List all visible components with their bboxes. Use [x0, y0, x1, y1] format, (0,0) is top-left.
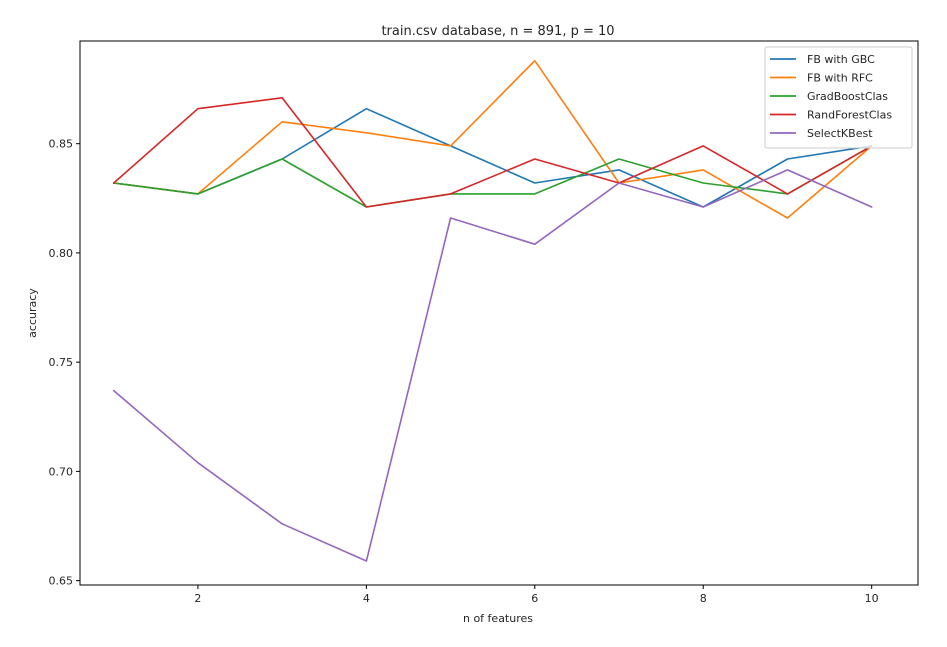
y-tick-label: 0.70: [49, 465, 74, 478]
y-axis-ticks: 0.65 0.70 0.75 0.80 0.85: [49, 138, 80, 588]
legend-label: FB with RFC: [807, 72, 873, 85]
series-line-randforestclas: [112, 97, 873, 208]
x-tick-label: 4: [363, 592, 370, 605]
legend-label: GradBoostClas: [807, 90, 888, 103]
legend: FB with GBC FB with RFC GradBoostClas RandF…: [764, 46, 913, 149]
chart-title: train.csv database, n = 891, p = 10: [381, 24, 614, 39]
series-line-fb-with-rfc: [112, 59, 873, 219]
x-tick-label: 2: [194, 592, 201, 605]
x-tick-label: 8: [700, 592, 707, 605]
y-tick-label: 0.75: [49, 356, 74, 369]
legend-items: FB with GBC FB with RFC GradBoostClas RandF…: [770, 53, 892, 140]
plot-frame: [79, 40, 919, 586]
y-tick-label: 0.85: [49, 138, 74, 151]
series-line-fb-with-gbc: [112, 107, 873, 208]
x-tick-label: 6: [531, 592, 538, 605]
x-axis-ticks: 2 4 6 8 10: [194, 585, 879, 605]
x-axis-title: n of features: [463, 612, 533, 625]
legend-label: RandForestClas: [807, 109, 892, 122]
y-tick-label: 0.80: [49, 247, 74, 260]
legend-label: FB with GBC: [807, 53, 875, 66]
x-tick-label: 10: [865, 592, 879, 605]
legend-box: [764, 46, 913, 149]
y-tick-label: 0.65: [49, 575, 74, 588]
series-lines: [112, 59, 873, 562]
y-axis-title: accuracy: [26, 288, 39, 338]
legend-label: SelectKBest: [807, 127, 873, 140]
series-line-selectkbest: [112, 169, 873, 562]
